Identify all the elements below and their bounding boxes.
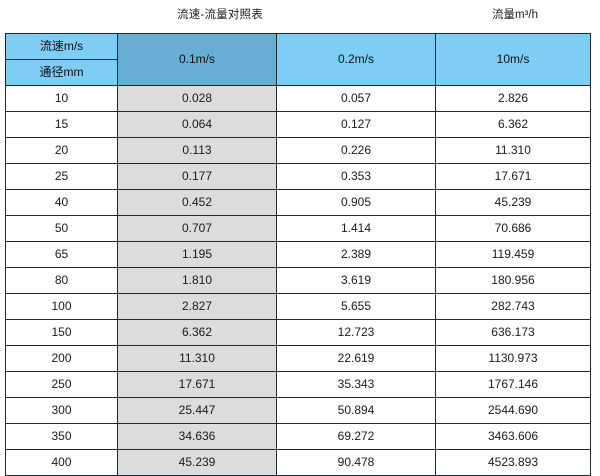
header-velocity-0.1: 0.1m/s: [117, 33, 277, 86]
header-row-top: 流速m/s 0.1m/s 0.2m/s 10m/s: [5, 33, 591, 86]
cell-flow-v01: 1.810: [117, 267, 277, 294]
header-velocity-label: 流速m/s: [5, 33, 118, 60]
table-row: 10 0.028 0.057 2.826: [5, 85, 591, 112]
cell-flow-v01: 0.452: [117, 189, 277, 216]
cell-flow-v10: 2.826: [435, 85, 591, 112]
flow-unit-label: 流量m³/h: [492, 9, 538, 21]
table-row: 300 25.447 50.894 2544.690: [5, 397, 591, 424]
cell-flow-v10: 119.459: [435, 241, 591, 268]
flow-rate-table: 流速m/s 0.1m/s 0.2m/s 10m/s 通径mm 10 0.028 …: [5, 33, 591, 476]
cell-diameter: 65: [5, 241, 118, 268]
table-row: 50 0.707 1.414 70.686: [5, 215, 591, 242]
cell-flow-v10: 180.956: [435, 267, 591, 294]
table-row: 150 6.362 12.723 636.173: [5, 319, 591, 346]
cell-flow-v01: 17.671: [117, 371, 277, 398]
cell-flow-v02: 2.389: [276, 241, 436, 268]
header-row-bottom: 通径mm: [5, 59, 591, 86]
cell-flow-v02: 0.127: [276, 111, 436, 138]
cell-diameter: 40: [5, 189, 118, 216]
cell-flow-v01: 2.827: [117, 293, 277, 320]
cell-diameter: 80: [5, 267, 118, 294]
cell-flow-v02: 0.353: [276, 163, 436, 190]
cell-flow-v10: 1130.973: [435, 345, 591, 372]
cell-flow-v10: 2544.690: [435, 397, 591, 424]
cell-flow-v10: 70.686: [435, 215, 591, 242]
cell-diameter: 10: [5, 85, 118, 112]
cell-flow-v02: 69.272: [276, 423, 436, 450]
cell-diameter: 200: [5, 345, 118, 372]
table-row: 350 34.636 69.272 3463.606: [5, 423, 591, 450]
cell-flow-v10: 3463.606: [435, 423, 591, 450]
table-row: 65 1.195 2.389 119.459: [5, 241, 591, 268]
table-row: 80 1.810 3.619 180.956: [5, 267, 591, 294]
cell-flow-v02: 22.619: [276, 345, 436, 372]
cell-diameter: 350: [5, 423, 118, 450]
cell-flow-v01: 45.239: [117, 449, 277, 476]
table-row: 15 0.064 0.127 6.362: [5, 111, 591, 138]
cell-flow-v01: 25.447: [117, 397, 277, 424]
cell-flow-v10: 636.173: [435, 319, 591, 346]
cell-flow-v10: 282.743: [435, 293, 591, 320]
cell-flow-v01: 0.064: [117, 111, 277, 138]
cell-flow-v02: 0.226: [276, 137, 436, 164]
cell-flow-v01: 11.310: [117, 345, 277, 372]
cell-flow-v02: 50.894: [276, 397, 436, 424]
cell-flow-v10: 1767.146: [435, 371, 591, 398]
cell-flow-v02: 35.343: [276, 371, 436, 398]
cell-flow-v10: 4523.893: [435, 449, 591, 476]
cell-flow-v01: 1.195: [117, 241, 277, 268]
flow-table-container: 流速m/s 0.1m/s 0.2m/s 10m/s 通径mm 10 0.028 …: [5, 33, 591, 476]
table-row: 40 0.452 0.905 45.239: [5, 189, 591, 216]
table-title: 流速-流量对照表: [177, 9, 263, 21]
cell-flow-v10: 45.239: [435, 189, 591, 216]
cell-flow-v02: 1.414: [276, 215, 436, 242]
cell-diameter: 20: [5, 137, 118, 164]
cell-flow-v01: 0.028: [117, 85, 277, 112]
table-body: 流速m/s 0.1m/s 0.2m/s 10m/s 通径mm 10 0.028 …: [5, 33, 591, 476]
table-row: 25 0.177 0.353 17.671: [5, 163, 591, 190]
cell-diameter: 50: [5, 215, 118, 242]
cell-diameter: 25: [5, 163, 118, 190]
table-row: 400 45.239 90.478 4523.893: [5, 449, 591, 476]
cell-diameter: 250: [5, 371, 118, 398]
cell-flow-v02: 3.619: [276, 267, 436, 294]
cell-flow-v01: 34.636: [117, 423, 277, 450]
cell-diameter: 15: [5, 111, 118, 138]
table-row: 100 2.827 5.655 282.743: [5, 293, 591, 320]
cell-flow-v02: 5.655: [276, 293, 436, 320]
table-row: 250 17.671 35.343 1767.146: [5, 371, 591, 398]
cell-diameter: 100: [5, 293, 118, 320]
header-velocity-10: 10m/s: [435, 33, 591, 86]
cell-flow-v10: 11.310: [435, 137, 591, 164]
cell-flow-v01: 6.362: [117, 319, 277, 346]
cell-flow-v01: 0.113: [117, 137, 277, 164]
cell-flow-v10: 6.362: [435, 111, 591, 138]
table-row: 200 11.310 22.619 1130.973: [5, 345, 591, 372]
cell-diameter: 300: [5, 397, 118, 424]
cell-flow-v02: 12.723: [276, 319, 436, 346]
cell-flow-v02: 0.057: [276, 85, 436, 112]
cell-flow-v02: 0.905: [276, 189, 436, 216]
table-row: 20 0.113 0.226 11.310: [5, 137, 591, 164]
cell-diameter: 400: [5, 449, 118, 476]
header-velocity-0.2: 0.2m/s: [276, 33, 436, 86]
caption-row: 流速-流量对照表 流量m³/h: [0, 0, 600, 32]
cell-diameter: 150: [5, 319, 118, 346]
cell-flow-v01: 0.177: [117, 163, 277, 190]
cell-flow-v01: 0.707: [117, 215, 277, 242]
cell-flow-v10: 17.671: [435, 163, 591, 190]
header-diameter-label: 通径mm: [5, 59, 118, 86]
cell-flow-v02: 90.478: [276, 449, 436, 476]
